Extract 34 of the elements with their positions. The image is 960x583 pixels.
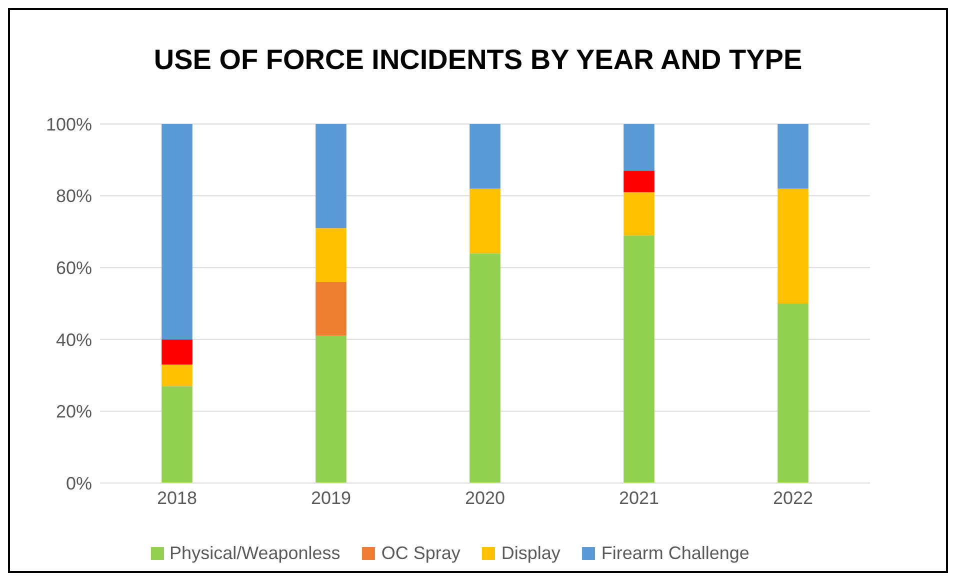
x-tick-label: 2018 [156, 488, 198, 508]
chart-title: USE OF FORCE INCIDENTS BY YEAR AND TYPE [152, 44, 804, 77]
legend-label: Firearm Challenge [601, 543, 750, 564]
y-tick-label: 40% [56, 330, 92, 350]
bar [162, 339, 192, 365]
bar [162, 124, 192, 340]
bar [624, 192, 654, 236]
bar [470, 253, 500, 483]
bar [778, 124, 808, 189]
legend-label: Physical/Weaponless [170, 543, 340, 564]
x-tick-label: 2022 [772, 488, 814, 508]
x-tick-label: 2021 [618, 488, 660, 508]
bar [624, 124, 654, 171]
bar [162, 364, 192, 386]
bar [470, 188, 500, 254]
bar [470, 124, 500, 189]
bar [624, 235, 654, 483]
y-tick-label: 0% [66, 473, 92, 494]
y-tick-label: 60% [56, 258, 92, 278]
y-tick-label: 20% [56, 402, 92, 422]
bar [316, 282, 346, 336]
legend-label: OC Spray [381, 543, 460, 564]
legend-label: Display [501, 543, 560, 564]
y-tick-label: 100% [46, 114, 92, 134]
bar [778, 304, 808, 483]
bar [624, 170, 654, 192]
bar [316, 336, 346, 483]
x-tick-label: 2020 [464, 488, 506, 508]
bar [316, 228, 346, 282]
x-tick-label: 2019 [310, 488, 352, 508]
bar [162, 386, 192, 483]
y-tick-label: 80% [56, 186, 92, 206]
bar [778, 188, 808, 304]
bar [316, 124, 346, 228]
